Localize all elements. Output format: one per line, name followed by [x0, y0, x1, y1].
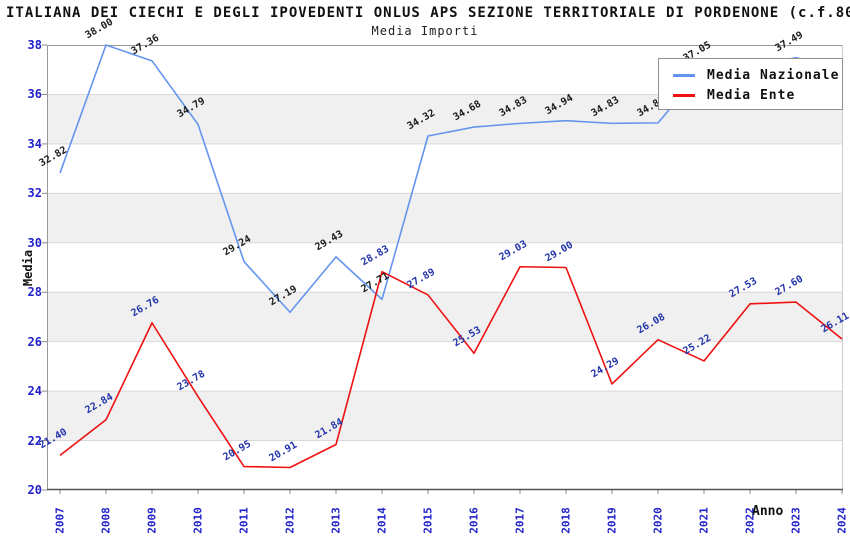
x-tick-label: 2021	[697, 507, 711, 534]
legend-item-media-ente: Media Ente	[673, 85, 842, 105]
chart-title: ITALIANA DEI CIECHI E DEGLI IPOVEDENTI O…	[6, 5, 850, 21]
plot-area	[42, 44, 843, 494]
x-tick-label: 2023	[789, 507, 803, 534]
media-nazionale-line-swatch	[673, 73, 695, 77]
x-tick-label: 2020	[651, 507, 665, 534]
line-chart	[42, 44, 843, 494]
x-tick-label: 2014	[375, 507, 389, 534]
y-axis-title: Media	[21, 249, 35, 287]
x-tick-label: 2024	[835, 507, 849, 534]
x-axis-title: Anno	[752, 504, 784, 519]
x-tick-label: 2010	[191, 507, 205, 534]
x-tick-label: 2015	[421, 507, 435, 534]
y-tick-label: 22	[27, 433, 42, 448]
x-tick-label: 2019	[605, 507, 619, 534]
legend-label-media-nazionale: Media Nazionale	[707, 67, 840, 83]
legend-label-media-ente: Media Ente	[707, 87, 796, 103]
x-tick-label: 2016	[467, 507, 481, 534]
y-tick-label: 20	[27, 483, 42, 497]
y-tick-label: 32	[27, 186, 42, 201]
x-tick-label: 2012	[283, 507, 297, 534]
y-tick-label: 34	[27, 136, 42, 151]
media-ente-line-swatch	[673, 93, 695, 97]
chart-subtitle: Media Importi	[371, 24, 479, 38]
y-tick-label: 36	[27, 87, 42, 102]
legend: Media Nazionale Media Ente	[658, 58, 843, 110]
x-tick-label: 2017	[513, 507, 527, 534]
y-tick-label: 26	[27, 334, 42, 349]
legend-item-media-nazionale: Media Nazionale	[673, 65, 842, 85]
y-tick-label: 38	[27, 38, 42, 52]
y-tick-label: 24	[27, 384, 42, 399]
x-tick-label: 2018	[559, 507, 573, 534]
x-tick-label: 2009	[145, 507, 159, 534]
x-tick-label: 2011	[237, 507, 251, 534]
x-tick-label: 2008	[99, 507, 113, 534]
x-tick-label: 2007	[53, 507, 67, 534]
x-tick-label: 2013	[329, 507, 343, 534]
